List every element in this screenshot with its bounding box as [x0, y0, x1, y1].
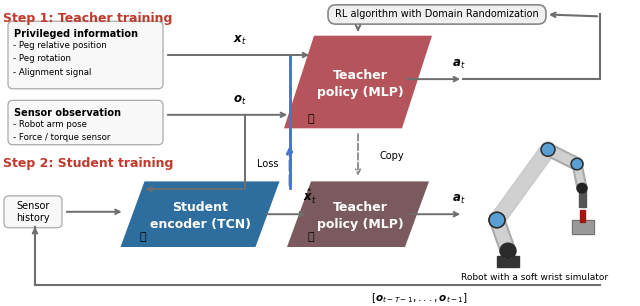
Text: Loss: Loss [257, 159, 278, 169]
Text: Step 2: Student training: Step 2: Student training [3, 157, 173, 170]
Bar [580, 210, 585, 222]
FancyBboxPatch shape [8, 100, 163, 145]
Bar [579, 188, 586, 207]
Text: $\boldsymbol{a}_t$: $\boldsymbol{a}_t$ [452, 193, 465, 207]
Text: 🔓: 🔓 [308, 114, 314, 124]
Circle shape [573, 160, 582, 168]
Text: $\hat{\boldsymbol{x}}_t$: $\hat{\boldsymbol{x}}_t$ [303, 188, 317, 206]
Text: Privileged information: Privileged information [14, 29, 138, 39]
Text: - Force / torque sensor: - Force / torque sensor [13, 133, 110, 142]
Text: Step 1: Teacher training: Step 1: Teacher training [3, 12, 172, 24]
FancyBboxPatch shape [8, 21, 163, 89]
Circle shape [489, 212, 505, 228]
Text: Teacher
policy (MLP): Teacher policy (MLP) [317, 69, 403, 99]
Bar [497, 256, 519, 267]
Circle shape [543, 144, 554, 155]
Text: $\boldsymbol{a}_t$: $\boldsymbol{a}_t$ [452, 58, 465, 71]
Text: 🔒: 🔒 [308, 232, 314, 242]
Text: - Robot arm pose: - Robot arm pose [13, 120, 87, 129]
Circle shape [541, 143, 555, 156]
Bar [572, 220, 594, 234]
Text: Student
encoder (TCN): Student encoder (TCN) [150, 201, 250, 231]
Text: Robot with a soft wrist simulator: Robot with a soft wrist simulator [461, 273, 609, 282]
Circle shape [490, 214, 504, 226]
Polygon shape [120, 181, 280, 247]
Text: - Peg relative position: - Peg relative position [13, 40, 107, 50]
Text: $\boldsymbol{x}_t$: $\boldsymbol{x}_t$ [233, 34, 247, 47]
Polygon shape [287, 181, 429, 247]
Text: Teacher
policy (MLP): Teacher policy (MLP) [317, 201, 403, 231]
Polygon shape [284, 36, 432, 128]
Circle shape [577, 183, 587, 193]
Text: - Peg rotation: - Peg rotation [13, 54, 71, 63]
Text: $[\boldsymbol{o}_{t-T-1}, ..., \boldsymbol{o}_{t-1}]$: $[\boldsymbol{o}_{t-T-1}, ..., \boldsymb… [371, 291, 468, 305]
Bar [572, 220, 594, 234]
Circle shape [571, 158, 583, 170]
Text: - Alignment signal: - Alignment signal [13, 68, 92, 76]
Text: Sensor observation: Sensor observation [14, 108, 121, 118]
Text: 🔓: 🔓 [139, 232, 146, 242]
Text: Sensor
history: Sensor history [16, 201, 50, 222]
FancyBboxPatch shape [4, 196, 62, 228]
Circle shape [500, 243, 516, 259]
Text: $\boldsymbol{o}_t$: $\boldsymbol{o}_t$ [233, 94, 247, 107]
Circle shape [489, 212, 505, 228]
Text: Copy: Copy [380, 151, 404, 161]
FancyBboxPatch shape [328, 5, 546, 24]
Text: RL algorithm with Domain Randomization: RL algorithm with Domain Randomization [335, 9, 539, 20]
